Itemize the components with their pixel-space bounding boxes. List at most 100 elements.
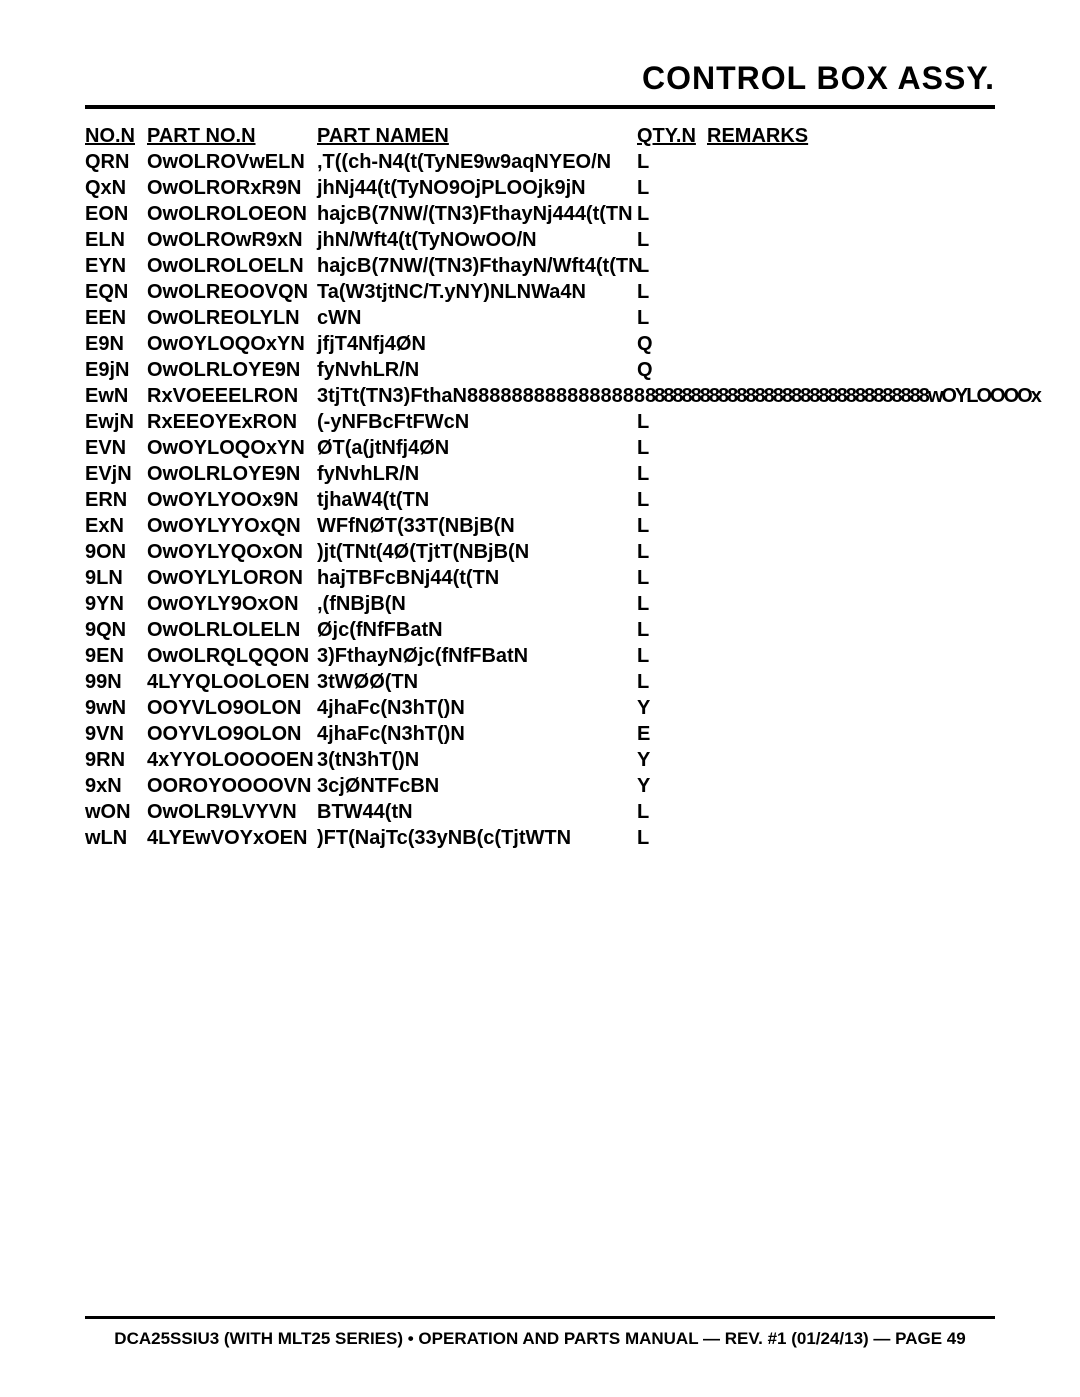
cell-qty: L xyxy=(637,409,707,435)
cell-partno: OwOYLYLORON xyxy=(147,565,317,591)
cell-qty: L xyxy=(637,253,707,279)
cell-qty: L xyxy=(637,175,707,201)
cell-partno: OwOLROwR9xN xyxy=(147,227,317,253)
table-row: 9QNOwOLRLOLELNØjc(fNfFBatNL xyxy=(85,617,995,643)
cell-no: EQN xyxy=(85,279,147,305)
cell-name: fyNvhLR/N xyxy=(317,357,637,383)
cell-partno: OwOLREOOVQN xyxy=(147,279,317,305)
cell-qty: L xyxy=(637,591,707,617)
cell-no: 99N xyxy=(85,669,147,695)
cell-name: fyNvhLR/N xyxy=(317,461,637,487)
cell-name: 3(tN3hT()N xyxy=(317,747,637,773)
table-row: ExNOwOYLYYOxQNWFfNØT(33T(NBjB(NL xyxy=(85,513,995,539)
table-row: EwNRxVOEEELRON3tjTt(TN3)FthaN88888888888… xyxy=(85,383,995,409)
cell-qty: Q xyxy=(637,331,707,357)
cell-no: 9RN xyxy=(85,747,147,773)
cell-remarks xyxy=(707,279,995,305)
cell-qty: L xyxy=(637,565,707,591)
cell-qty: L xyxy=(637,435,707,461)
table-row: 9ENOwOLRQLQQON3)FthayNØjc(fNfFBatNL xyxy=(85,643,995,669)
cell-name: jfjT4Nfj4ØN xyxy=(317,331,637,357)
cell-name: 3tjTt(TN3)FthaN8888888888888888 xyxy=(317,383,637,409)
table-row: EVjNOwOLRLOYE9NfyNvhLR/NL xyxy=(85,461,995,487)
cell-name: jhN/Wft4(t(TyNOwOO/N xyxy=(317,227,637,253)
cell-no: 9VN xyxy=(85,721,147,747)
cell-partno: OwOLR9LVYVN xyxy=(147,799,317,825)
cell-name: ØT(a(jtNfj4ØN xyxy=(317,435,637,461)
cell-qty: L xyxy=(637,305,707,331)
cell-remarks xyxy=(707,357,995,383)
cell-no: QxN xyxy=(85,175,147,201)
cell-no: ELN xyxy=(85,227,147,253)
cell-name: tjhaW4(t(TN xyxy=(317,487,637,513)
cell-partno: RxEEOYExRON xyxy=(147,409,317,435)
table-row: EENOwOLREOLYLNcWNL xyxy=(85,305,995,331)
cell-no: wLN xyxy=(85,825,147,851)
cell-no: 9xN xyxy=(85,773,147,799)
cell-qty: E xyxy=(637,721,707,747)
cell-qty: L xyxy=(637,617,707,643)
table-row: 99N4LYYQLOOLOEN3tWØØ(TNL xyxy=(85,669,995,695)
cell-qty: L xyxy=(637,669,707,695)
table-row: QxNOwOLRORxR9NjhNj44(t(TyNO9OjPLOOjk9jNL xyxy=(85,175,995,201)
cell-no: EVjN xyxy=(85,461,147,487)
table-row: EwjNRxEEOYExRON(-yNFBcFtFWcNL xyxy=(85,409,995,435)
table-row: 9YNOwOYLY9OxON,(fNBjB(NL xyxy=(85,591,995,617)
table-row: ELNOwOLROwR9xNjhN/Wft4(t(TyNOwOO/NL xyxy=(85,227,995,253)
cell-remarks xyxy=(707,643,995,669)
table-row: 9LNOwOYLYLORONhajTBFcBNj44(t(TNL xyxy=(85,565,995,591)
table-row: 9RN4xYYOLOOOOEN3(tN3hT()NY xyxy=(85,747,995,773)
cell-no: EEN xyxy=(85,305,147,331)
cell-no: EON xyxy=(85,201,147,227)
cell-qty: Y xyxy=(637,773,707,799)
cell-no: EwjN xyxy=(85,409,147,435)
row-overlay: 8888888888888888888888888888888wOYLOOOOx xyxy=(645,383,1040,409)
cell-remarks xyxy=(707,435,995,461)
table-row: 9xNOOROYOOOOVN3cjØNTFcBNY xyxy=(85,773,995,799)
cell-no: ExN xyxy=(85,513,147,539)
cell-qty: L xyxy=(637,149,707,175)
cell-no: 9wN xyxy=(85,695,147,721)
cell-partno: OOYVLO9OLON xyxy=(147,695,317,721)
cell-remarks xyxy=(707,539,995,565)
hdr-partno: PART NO.N xyxy=(147,125,256,147)
cell-qty: Y xyxy=(637,695,707,721)
cell-remarks xyxy=(707,747,995,773)
cell-no: 9LN xyxy=(85,565,147,591)
table-row: 9wNOOYVLO9OLON4jhaFc(N3hT()NY xyxy=(85,695,995,721)
cell-name: cWN xyxy=(317,305,637,331)
cell-remarks xyxy=(707,461,995,487)
table-row: 9ONOwOYLYQOxON)jt(TNt(4Ø(TjtT(NBjB(NL xyxy=(85,539,995,565)
cell-partno: OwOLROVwELN xyxy=(147,149,317,175)
cell-qty: L xyxy=(637,825,707,851)
table-row: wLN4LYEwVOYxOEN)FT(NajTc(33yNB(c(TjtWTNL xyxy=(85,825,995,851)
cell-name: hajcB(7NW/(TN3)FthayNj444(t(TN xyxy=(317,201,637,227)
table-header: NO.N PART NO.N PART NAMEN QTY.N REMARKS xyxy=(85,123,995,149)
table-row: wONOwOLR9LVYVNBTW44(tNL xyxy=(85,799,995,825)
cell-qty: Q xyxy=(637,357,707,383)
cell-partno: OwOYLYOOx9N xyxy=(147,487,317,513)
cell-name: hajcB(7NW/(TN3)FthayN/Wft4(t(TN xyxy=(317,253,637,279)
cell-partno: OwOLRLOLELN xyxy=(147,617,317,643)
table-row: E9NOwOYLOQOxYNjfjT4Nfj4ØNQ xyxy=(85,331,995,357)
cell-qty: L xyxy=(637,799,707,825)
cell-remarks xyxy=(707,487,995,513)
cell-partno: OwOLREOLYLN xyxy=(147,305,317,331)
page-title: CONTROL BOX ASSY. xyxy=(85,60,995,97)
cell-no: E9N xyxy=(85,331,147,357)
cell-partno: 4LYEwVOYxOEN xyxy=(147,825,317,851)
hdr-no: NO.N xyxy=(85,125,135,147)
cell-name: ,(fNBjB(N xyxy=(317,591,637,617)
cell-partno: OwOYLYQOxON xyxy=(147,539,317,565)
cell-name: ,T((ch-N4(t(TyNE9w9aqNYEO/N xyxy=(317,149,637,175)
cell-partno: OwOLRORxR9N xyxy=(147,175,317,201)
table-row: 9VNOOYVLO9OLON4jhaFc(N3hT()NE xyxy=(85,721,995,747)
table-row: EVNOwOYLOQOxYNØT(a(jtNfj4ØNL xyxy=(85,435,995,461)
cell-remarks xyxy=(707,227,995,253)
cell-qty: L xyxy=(637,461,707,487)
cell-remarks xyxy=(707,565,995,591)
cell-name: 4jhaFc(N3hT()N xyxy=(317,721,637,747)
cell-qty: L xyxy=(637,227,707,253)
table-row: QRNOwOLROVwELN,T((ch-N4(t(TyNE9w9aqNYEO/… xyxy=(85,149,995,175)
cell-no: 9YN xyxy=(85,591,147,617)
